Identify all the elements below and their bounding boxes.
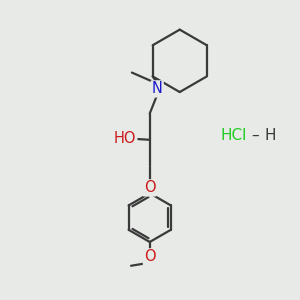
- Text: O: O: [144, 180, 155, 195]
- Text: HO: HO: [114, 131, 136, 146]
- Text: HCl: HCl: [220, 128, 246, 142]
- Text: N: N: [152, 81, 163, 96]
- Text: H: H: [265, 128, 276, 142]
- Text: O: O: [144, 249, 155, 264]
- Text: –: –: [251, 128, 258, 142]
